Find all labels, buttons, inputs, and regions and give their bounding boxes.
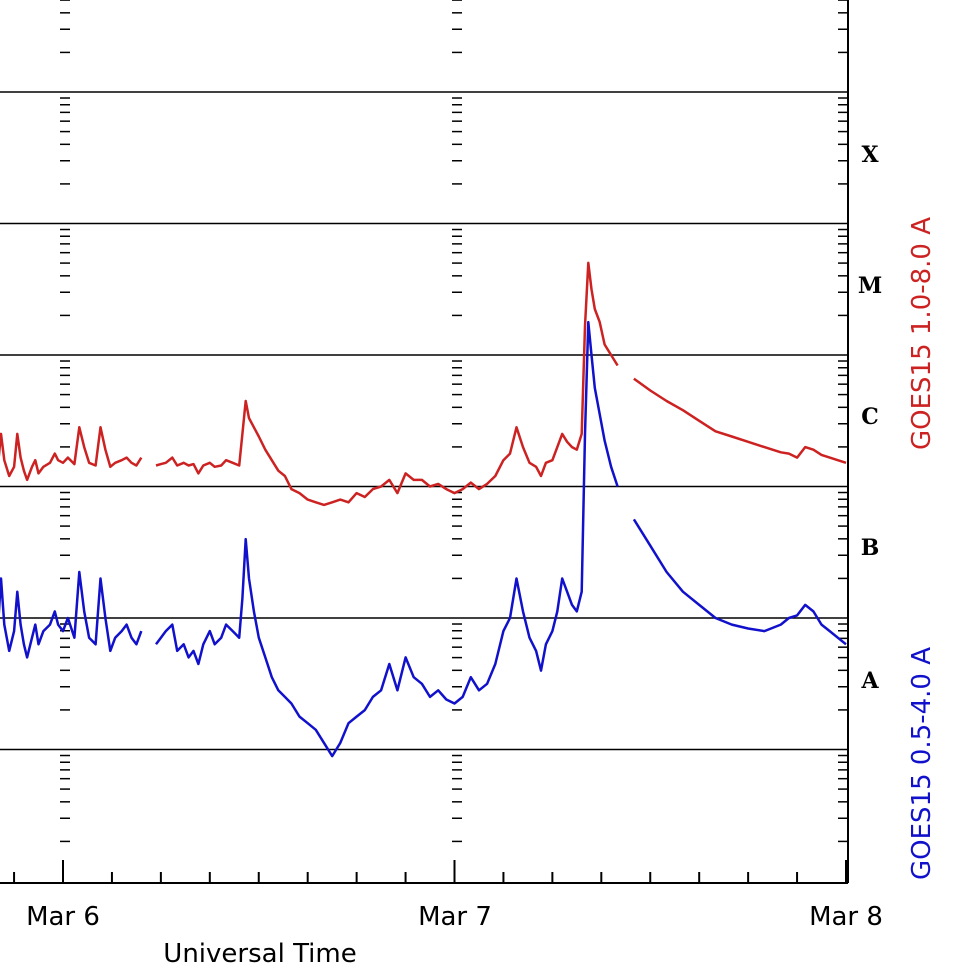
axis-ticks [13, 0, 848, 883]
class-label-a: A [860, 668, 879, 694]
class-label-c: C [861, 404, 879, 430]
x-axis-title: Universal Time [163, 939, 356, 969]
class-label-b: B [861, 535, 880, 561]
series-line-short-channel-segment-3 [632, 518, 847, 646]
series-label-short-channel: GOES15 0.5-4.0 A [907, 647, 937, 880]
x-tick-label-mar6: Mar 6 [26, 902, 100, 932]
x-tick-label-mar8: Mar 8 [809, 902, 883, 932]
class-label-x: X [861, 142, 879, 168]
series-line-short-channel-segment-1 [0, 570, 143, 659]
x-tick-label-mar7: Mar 7 [418, 902, 492, 932]
series-label-long-channel: GOES15 1.0-8.0 A [907, 217, 937, 450]
series-line-long-channel-segment-3 [633, 377, 847, 464]
series-layer [0, 261, 847, 758]
class-boundary-gridlines [0, 91, 848, 751]
series-line-short-channel-segment-2 [154, 320, 619, 758]
series-line-long-channel-segment-1 [0, 426, 143, 482]
series-line-long-channel-segment-2 [155, 261, 619, 507]
class-label-m: M [858, 273, 882, 299]
